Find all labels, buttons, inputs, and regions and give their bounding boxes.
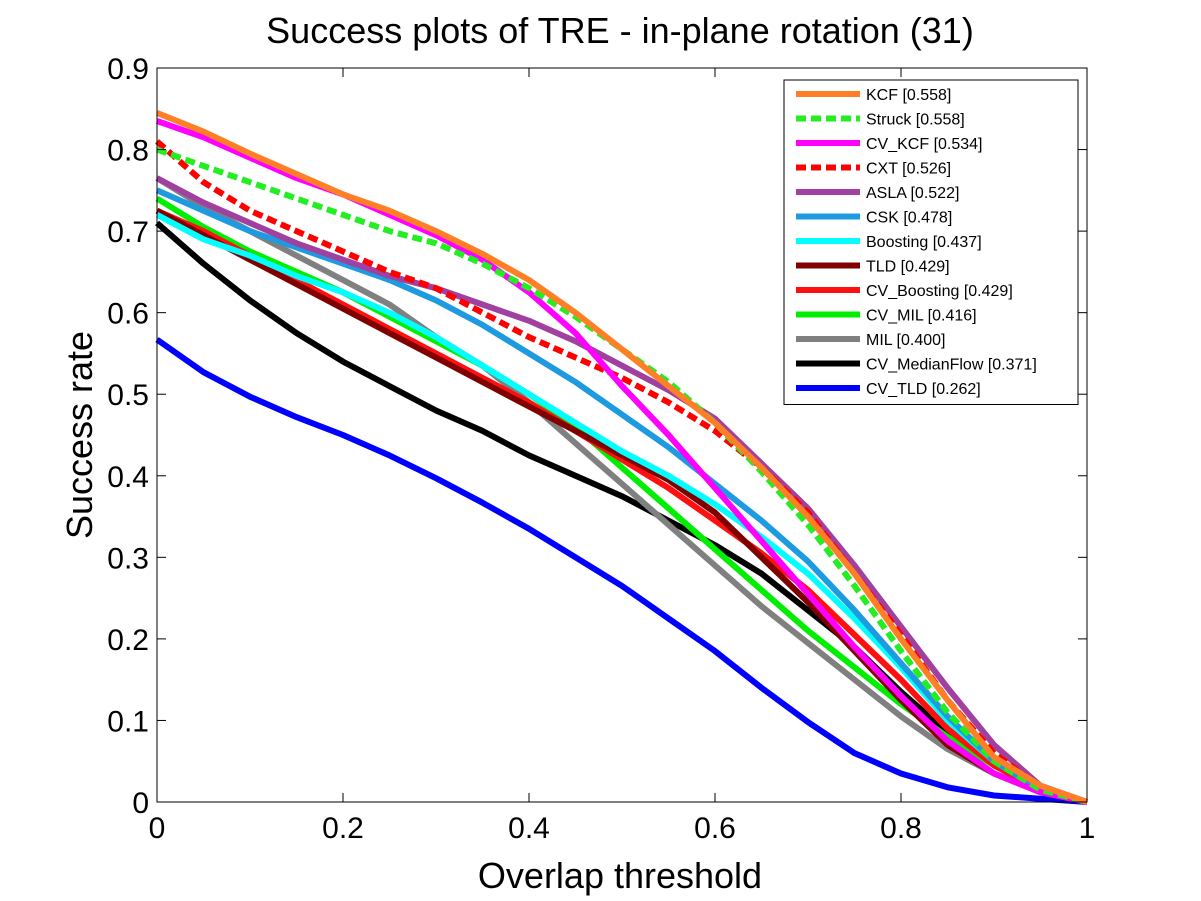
legend: KCF [0.558] Struck [0.558] CV_KCF [0.534] C… [783,79,1079,405]
legend-label: CSK [0.478] [866,210,952,227]
legend-label: CV_MIL [0.416] [866,308,977,325]
x-tick-label: 0.2 [322,812,364,845]
x-tick-label: 0 [149,812,166,845]
series-line-4 [155,175,1088,805]
y-tick-label: 0.9 [107,53,149,86]
plot-frame [156,67,1088,803]
legend-label: CV_Boosting [0.429] [866,283,1013,300]
x-tick-label: 0.6 [694,812,736,845]
y-tick-label: 0 [132,787,149,820]
x-tick-label: 0.4 [508,812,550,845]
y-tick-label: 0.2 [107,624,149,657]
y-tick-label: 0.4 [107,461,149,494]
x-tick-label: 1 [1079,812,1096,845]
y-tick-label: 0.5 [107,379,149,412]
legend-label: TLD [0.429] [866,259,950,276]
legend-label: CV_MedianFlow [0.371] [866,357,1037,374]
y-tick-label: 0.8 [107,135,149,168]
y-tick-label: 0.7 [107,216,149,249]
series-line-12 [155,337,1088,805]
x-tick-label: 0.8 [880,812,922,845]
series-line-8 [155,207,1088,805]
y-tick-label: 0.6 [107,298,149,331]
ticks-layer: 0 0.2 0.4 0.6 0.8 1 0 0.1 0.2 0.3 0.4 0.5 0.6 0.7 0.8 0… [107,53,1095,845]
chart-title: Success plots of TRE - in-plane rotation… [266,10,974,51]
series-line-10 [155,175,1088,805]
series-line-5 [155,187,1088,805]
legend-label: CV_TLD [0.262] [866,381,981,398]
series-layer [155,110,1088,805]
x-axis-label: Overlap threshold [478,855,762,896]
legend-label: CV_KCF [0.534] [866,136,983,153]
legend-label: Boosting [0.437] [866,234,982,251]
legend-label: MIL [0.400] [866,332,945,349]
series-line-11 [155,220,1088,805]
legend-label: ASLA [0.522] [866,185,959,202]
legend-label: CXT [0.526] [866,161,951,178]
legend-label: KCF [0.558] [866,87,951,104]
y-tick-label: 0.1 [107,705,149,738]
series-line-0 [155,110,1088,805]
legend-label: Struck [0.558] [866,112,965,129]
y-axis-label: Success rate [59,331,100,539]
y-tick-label: 0.3 [107,542,149,575]
